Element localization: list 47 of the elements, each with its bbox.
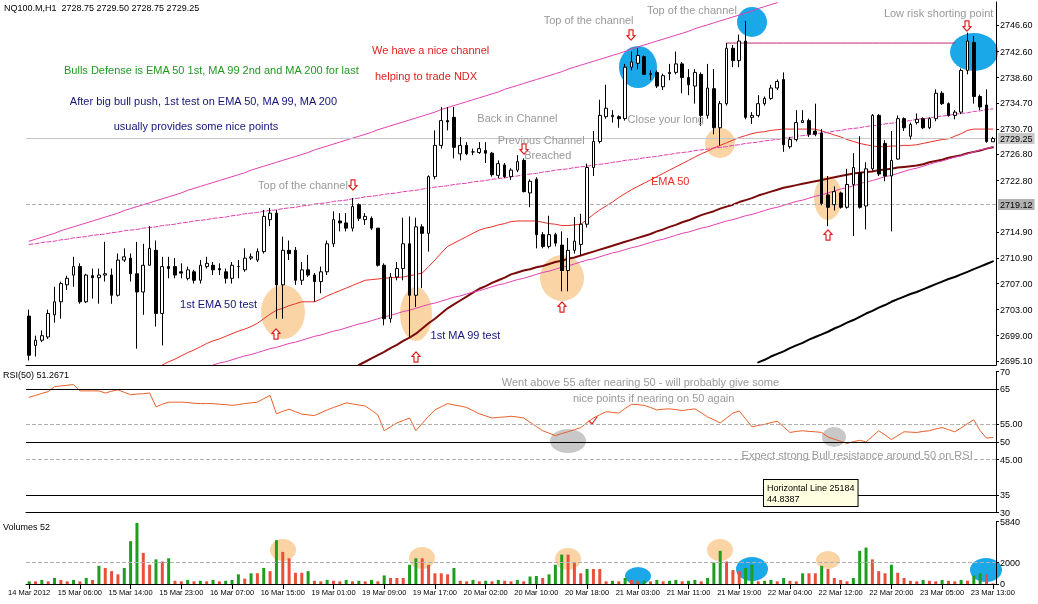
annotation: Expect strong Bull resistance around 50 on RSI	[741, 448, 973, 461]
y-tick-label: 65	[1000, 384, 1011, 395]
annotation: After big bull push, 1st test on EMA 50, MA 99, MA 200	[69, 94, 338, 107]
annotation: Horizontal Line 25184 44.8387	[766, 482, 855, 504]
annotation: Back in Channel	[477, 111, 558, 124]
ref-line-label: 2719.12	[1000, 199, 1033, 210]
annotation: usually provides some nice points	[113, 119, 279, 132]
y-tick-label: 45.00	[1000, 454, 1023, 465]
y-tick-label: 2738.60	[1000, 72, 1033, 83]
y-tick-label: 2726.80	[1000, 149, 1033, 160]
annotation: Previous Channel	[497, 133, 585, 146]
y-tick-label: 30	[1000, 507, 1011, 518]
chart-title: NQ100.M,H1 2728.75 2729.50 2728.75 2729.25	[4, 2, 200, 13]
y-tick-label: 2699.00	[1000, 330, 1033, 341]
series-label: EMA 50	[650, 174, 690, 187]
annotation: 1st MA 99 test	[430, 328, 501, 341]
y-tick-label: 2730.70	[1000, 124, 1033, 135]
y-tick-label: 2714.90	[1000, 227, 1033, 238]
annotation: Went above 55 after nearing 50 - will probably give some	[501, 375, 780, 388]
y-tick-label: 2742.60	[1000, 46, 1033, 57]
annotation: Breached	[524, 148, 572, 161]
annotation: We have a nice channel	[372, 43, 490, 56]
annotation: Bulls Defense is EMA 50 1st, MA 99 2nd and MA 200 for last	[64, 63, 359, 76]
y-tick-label: 55.00	[1000, 419, 1023, 430]
y-tick-label: 2722.80	[1000, 175, 1033, 186]
annotation: Top of the channel	[543, 13, 634, 26]
chart-title: Volumes 52	[3, 521, 51, 532]
annotation: 1st EMA 50 test	[180, 297, 258, 310]
y-tick-label: 2734.70	[1000, 98, 1033, 109]
y-tick-label: 35	[1000, 489, 1011, 500]
annotation: helping to trade NDX	[375, 69, 478, 82]
y-tick-label: 2703.00	[1000, 304, 1033, 315]
y-tick-label: 50	[1000, 437, 1011, 447]
annotation: Top of the channel	[646, 3, 737, 16]
y-tick-label: 5840	[1000, 516, 1021, 527]
y-tick-label: 2707.00	[1000, 278, 1033, 289]
y-tick-label: 70	[1000, 366, 1011, 377]
annotation: nice points if nearing on 50 again	[572, 391, 735, 404]
annotation: Low risk shorting point	[883, 6, 994, 19]
annotation: Top of the channel	[258, 178, 348, 191]
y-tick-label: 0	[1000, 579, 1006, 589]
y-tick-label: 2746.60	[1000, 20, 1033, 31]
y-tick-label: 2710.90	[1000, 253, 1033, 264]
chart-title: RSI(50) 51.2671	[3, 369, 70, 380]
y-tick-label: 2695.10	[1000, 356, 1033, 367]
y-tick-label: 2000	[1000, 557, 1021, 568]
ref-line-label: 2729.25	[1000, 133, 1033, 144]
